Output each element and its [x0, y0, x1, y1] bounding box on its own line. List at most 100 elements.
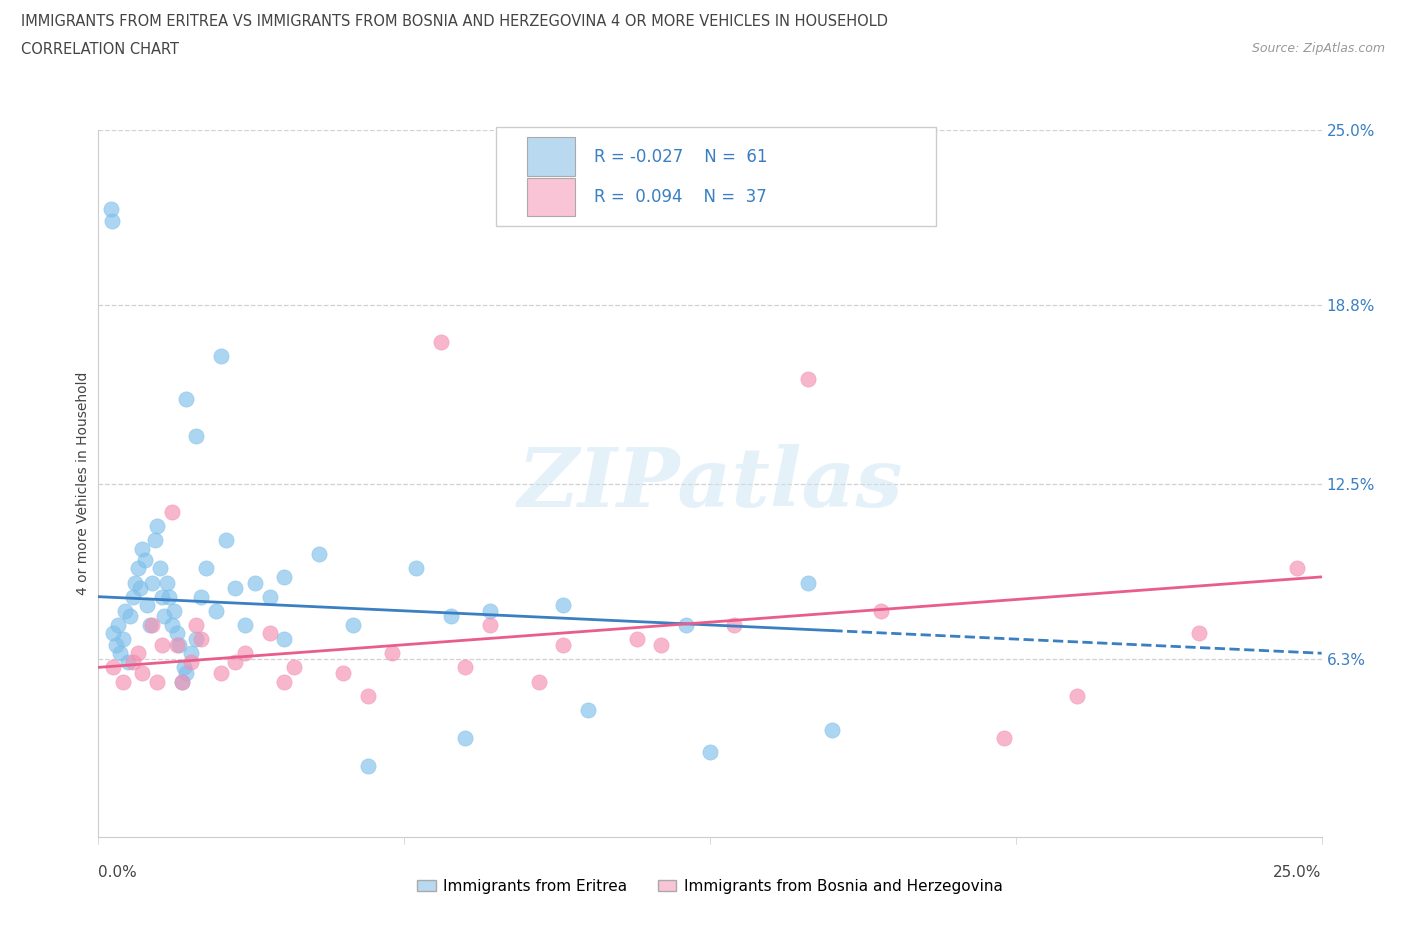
Point	[454, 731, 477, 746]
Point	[626, 631, 648, 646]
Point	[143, 533, 166, 548]
Point	[124, 575, 146, 590]
Point	[821, 722, 844, 737]
Point	[157, 590, 180, 604]
Point	[553, 637, 575, 652]
Point	[150, 590, 173, 604]
Point	[273, 631, 295, 646]
Point	[723, 618, 745, 632]
Point	[163, 604, 186, 618]
Point	[273, 569, 295, 584]
Point	[186, 428, 208, 443]
Point	[478, 604, 501, 618]
Point	[139, 618, 162, 632]
Point	[430, 335, 453, 350]
Point	[243, 575, 266, 590]
Point	[121, 590, 143, 604]
Legend: Immigrants from Eritrea, Immigrants from Bosnia and Herzegovina: Immigrants from Eritrea, Immigrants from…	[411, 873, 1010, 900]
Point	[166, 637, 188, 652]
Text: 25.0%: 25.0%	[1274, 865, 1322, 881]
Point	[156, 575, 179, 590]
Point	[107, 618, 129, 632]
Bar	[527, 138, 575, 176]
Point	[381, 645, 404, 660]
Point	[440, 609, 463, 624]
Point	[283, 660, 305, 675]
Point	[100, 202, 122, 217]
Point	[205, 604, 228, 618]
Point	[170, 674, 193, 689]
Point	[1188, 626, 1211, 641]
Point	[167, 637, 190, 652]
Point	[356, 688, 378, 703]
Bar	[527, 178, 575, 217]
Point	[190, 590, 212, 604]
Point	[101, 660, 124, 675]
Point	[259, 590, 281, 604]
Text: R = -0.027    N =  61: R = -0.027 N = 61	[593, 148, 768, 166]
Point	[111, 674, 134, 689]
Point	[146, 519, 169, 534]
Point	[224, 655, 246, 670]
Point	[131, 666, 153, 681]
Point	[134, 552, 156, 567]
Point	[180, 645, 202, 660]
Point	[186, 631, 208, 646]
Point	[993, 731, 1015, 746]
Point	[176, 666, 198, 681]
Point	[110, 645, 132, 660]
Point	[127, 645, 149, 660]
Point	[141, 575, 163, 590]
Point	[186, 618, 208, 632]
Point	[104, 637, 127, 652]
Point	[224, 580, 246, 595]
Point	[233, 618, 256, 632]
Point	[478, 618, 501, 632]
Text: ZIPatlas: ZIPatlas	[517, 444, 903, 524]
Point	[131, 541, 153, 556]
Text: CORRELATION CHART: CORRELATION CHART	[21, 42, 179, 57]
Point	[870, 604, 893, 618]
Point	[141, 618, 163, 632]
Y-axis label: 4 or more Vehicles in Household: 4 or more Vehicles in Household	[76, 372, 90, 595]
Point	[129, 580, 152, 595]
Point	[121, 655, 143, 670]
Point	[136, 598, 159, 613]
Point	[259, 626, 281, 641]
Text: Source: ZipAtlas.com: Source: ZipAtlas.com	[1251, 42, 1385, 55]
FancyBboxPatch shape	[496, 126, 936, 226]
Point	[170, 674, 193, 689]
Point	[699, 745, 721, 760]
Point	[146, 674, 169, 689]
Point	[150, 637, 173, 652]
Point	[405, 561, 427, 576]
Point	[675, 618, 697, 632]
Point	[195, 561, 218, 576]
Text: 0.0%: 0.0%	[98, 865, 138, 881]
Point	[120, 609, 142, 624]
Point	[117, 655, 139, 670]
Point	[166, 626, 188, 641]
Point	[180, 655, 202, 670]
Point	[797, 372, 820, 387]
Point	[127, 561, 149, 576]
Point	[527, 674, 550, 689]
Text: R =  0.094    N =  37: R = 0.094 N = 37	[593, 189, 766, 206]
Point	[153, 609, 176, 624]
Point	[160, 504, 183, 519]
Point	[190, 631, 212, 646]
Point	[454, 660, 477, 675]
Point	[308, 547, 330, 562]
Point	[214, 533, 236, 548]
Point	[332, 666, 354, 681]
Point	[553, 598, 575, 613]
Point	[209, 666, 232, 681]
Point	[356, 759, 378, 774]
Point	[160, 618, 183, 632]
Point	[173, 660, 195, 675]
Point	[111, 631, 134, 646]
Point	[209, 349, 232, 364]
Point	[1066, 688, 1088, 703]
Point	[149, 561, 172, 576]
Point	[797, 575, 820, 590]
